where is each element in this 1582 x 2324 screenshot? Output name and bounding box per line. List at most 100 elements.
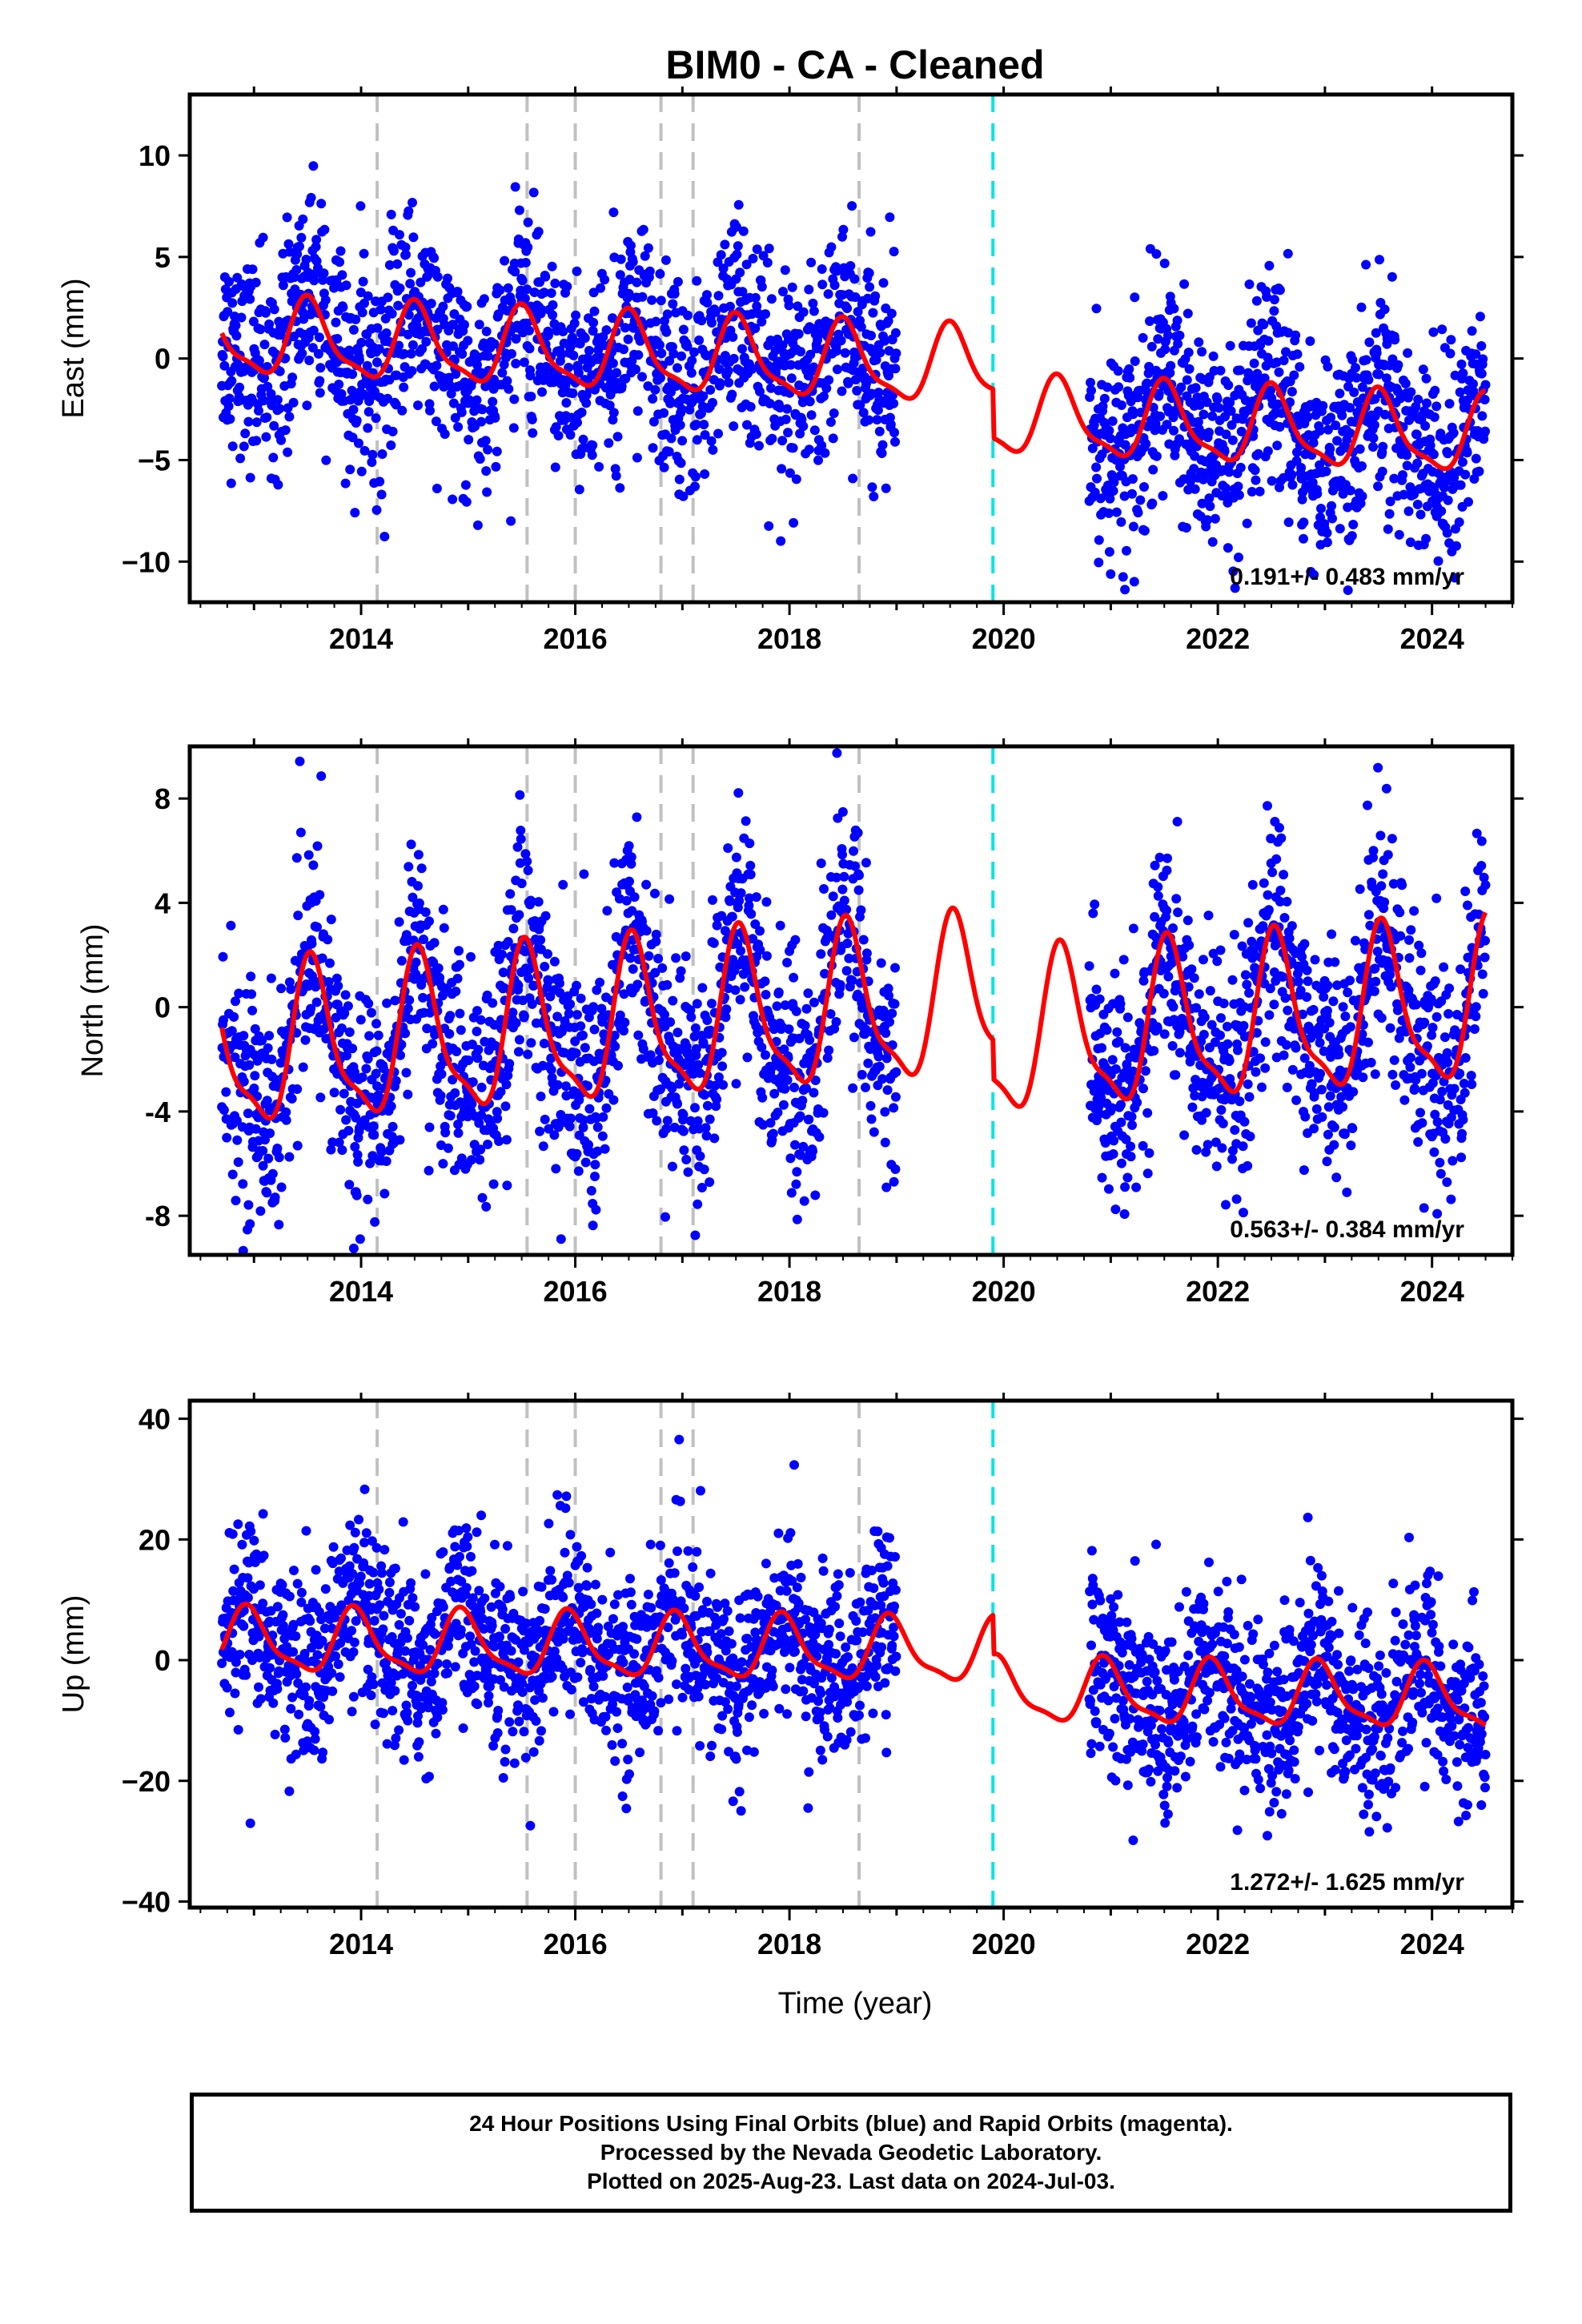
data-point (1474, 466, 1484, 476)
data-point (1415, 965, 1426, 975)
data-point (786, 373, 797, 384)
data-point (886, 308, 897, 319)
data-point (623, 334, 633, 344)
data-point (443, 1143, 453, 1153)
data-point (889, 428, 899, 438)
data-point (329, 1088, 339, 1098)
data-point (1427, 1030, 1437, 1040)
data-point (1131, 1182, 1142, 1192)
data-point (791, 1179, 801, 1189)
data-point (773, 1108, 783, 1118)
data-point (275, 1058, 286, 1068)
data-point (455, 959, 464, 970)
data-point (829, 280, 840, 291)
data-point (1357, 491, 1367, 501)
data-point (1257, 1082, 1267, 1092)
data-point (386, 1101, 396, 1112)
data-point (481, 466, 492, 476)
data-point (1279, 356, 1289, 366)
data-point (676, 458, 686, 468)
data-point (1460, 1053, 1471, 1063)
model-fit-line (219, 292, 1488, 472)
data-point (780, 1084, 790, 1094)
data-point (1452, 541, 1461, 551)
data-point (243, 1200, 254, 1210)
data-point (733, 241, 743, 251)
data-point (455, 1008, 465, 1019)
data-point (408, 892, 418, 903)
data-point (371, 1019, 381, 1029)
data-point (1411, 1075, 1421, 1085)
data-point (757, 1042, 767, 1052)
data-point (804, 284, 814, 295)
data-point (411, 969, 421, 979)
data-point (890, 1164, 901, 1174)
data-point (1302, 965, 1312, 975)
data-point (403, 1003, 413, 1014)
data-point (1431, 1011, 1442, 1022)
data-point (1224, 467, 1235, 477)
data-point (527, 999, 537, 1009)
data-point (1329, 1140, 1339, 1150)
data-point (1204, 493, 1215, 504)
data-point (1456, 1152, 1467, 1163)
data-point (890, 436, 900, 447)
data-point (372, 323, 383, 333)
data-point (348, 324, 359, 335)
data-point (654, 1055, 664, 1065)
data-point (616, 381, 627, 392)
y-tick-label: −5 (138, 444, 171, 476)
data-point (578, 1030, 588, 1040)
data-point (1326, 412, 1336, 423)
data-point (1106, 1103, 1117, 1113)
data-point (1159, 258, 1170, 268)
data-point (520, 293, 530, 304)
data-point (1215, 1030, 1225, 1040)
x-tick-label: 2024 (1400, 622, 1464, 655)
data-point (1199, 409, 1209, 420)
data-point (466, 951, 476, 962)
data-point (692, 275, 702, 286)
data-point (306, 1003, 316, 1014)
data-point (1332, 436, 1343, 446)
data-point (1116, 1117, 1126, 1128)
data-point (1273, 399, 1283, 409)
data-point (806, 257, 817, 267)
data-point (1299, 517, 1309, 528)
data-point (1358, 1072, 1368, 1083)
data-point (1477, 411, 1488, 421)
data-point (781, 414, 791, 424)
data-point (514, 205, 524, 215)
data-point (302, 400, 312, 411)
data-point (731, 1079, 741, 1089)
data-point (1258, 921, 1268, 931)
data-point (792, 1214, 802, 1224)
data-point (671, 953, 681, 963)
data-point (853, 827, 863, 838)
data-point (1432, 1117, 1443, 1127)
data-point (592, 985, 602, 995)
data-point (547, 261, 557, 271)
data-point (383, 393, 393, 404)
data-point (287, 372, 298, 383)
data-point (445, 1111, 456, 1121)
data-point (1275, 885, 1286, 895)
data-point (823, 289, 833, 300)
data-point (659, 408, 669, 418)
data-point (608, 358, 618, 368)
data-point (295, 241, 304, 251)
data-point (1405, 1062, 1415, 1072)
data-point (293, 911, 303, 921)
data-point (503, 283, 513, 293)
data-point (761, 990, 771, 999)
data-point (332, 334, 343, 344)
data-point (1416, 1068, 1427, 1079)
data-point (1403, 506, 1414, 517)
data-point (387, 426, 398, 436)
data-point (707, 318, 717, 328)
data-point (1387, 271, 1397, 282)
data-point (1199, 1012, 1210, 1023)
data-point (1431, 401, 1442, 412)
data-point (1251, 296, 1262, 306)
data-point (356, 466, 367, 476)
